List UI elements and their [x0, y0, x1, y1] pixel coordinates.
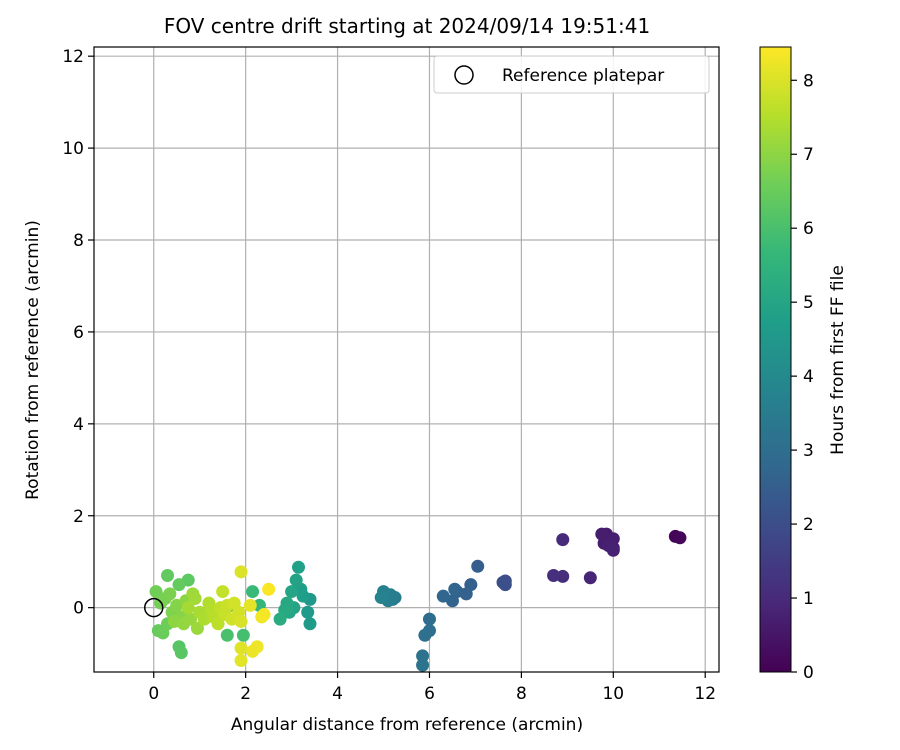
data-point: [220, 628, 234, 642]
data-point: [416, 658, 430, 672]
y-tick-label: 12: [62, 47, 84, 67]
data-point: [292, 560, 306, 574]
reference-point-icon: [143, 597, 164, 618]
data-point: [301, 605, 315, 619]
data-point: [234, 641, 248, 655]
data-point: [161, 568, 175, 582]
reference-marker: [143, 597, 164, 618]
data-point: [285, 585, 299, 599]
data-point: [422, 612, 436, 626]
data-point: [250, 640, 264, 654]
x-tick-label: 10: [602, 684, 624, 704]
colorbar-tick-label: 4: [803, 367, 814, 387]
data-point: [243, 598, 257, 612]
data-point: [448, 582, 462, 596]
colorbar-tick-label: 6: [803, 219, 814, 239]
data-point: [547, 568, 561, 582]
x-axis-ticks: 0 2 4 6 8 10 12: [148, 672, 716, 704]
plot-frame: [93, 46, 720, 673]
y-axis-label: Rotation from reference (arcmin): [23, 220, 43, 500]
y-tick-label: 6: [73, 323, 84, 343]
data-point: [172, 578, 186, 592]
data-point: [234, 654, 248, 668]
chart-title: FOV centre drift starting at 2024/09/14 …: [164, 14, 650, 38]
data-point: [234, 565, 248, 579]
colorbar-tick-label: 2: [803, 515, 814, 535]
data-point: [374, 591, 388, 605]
colorbar-tick-label: 8: [803, 71, 814, 91]
data-point: [471, 559, 485, 573]
legend-marker-icon: [454, 65, 474, 85]
colorbar-tick-label: 0: [803, 663, 814, 683]
x-tick-label: 4: [332, 684, 343, 704]
data-point: [216, 585, 230, 599]
data-point: [181, 601, 195, 615]
y-tick-label: 10: [62, 139, 84, 159]
data-point: [236, 628, 250, 642]
data-point: [246, 585, 260, 599]
y-tick-label: 2: [73, 507, 84, 527]
colorbar-tick-label: 5: [803, 293, 814, 313]
colorbar-tick-label: 3: [803, 441, 814, 461]
data-point: [174, 646, 188, 660]
x-axis-label: Angular distance from reference (arcmin): [231, 715, 583, 735]
colorbar-gradient: [759, 46, 792, 673]
x-tick-label: 2: [240, 684, 251, 704]
data-point: [289, 573, 303, 587]
y-tick-label: 0: [73, 599, 84, 619]
data-point: [234, 614, 248, 628]
data-point: [583, 571, 597, 585]
data-point: [498, 578, 512, 592]
data-point: [163, 587, 177, 601]
data-point: [416, 649, 430, 663]
data-point: [673, 531, 687, 545]
legend: Reference platepar: [433, 55, 710, 94]
data-point: [273, 612, 287, 626]
data-point: [211, 617, 225, 631]
data-point: [436, 589, 450, 603]
data-point: [190, 621, 204, 635]
data-point: [188, 591, 202, 605]
legend-box: [433, 55, 710, 94]
x-tick-label: 0: [148, 684, 159, 704]
y-tick-label: 8: [73, 231, 84, 251]
x-tick-label: 12: [694, 684, 716, 704]
data-point: [149, 585, 163, 599]
data-point: [418, 628, 432, 642]
x-tick-label: 8: [516, 684, 527, 704]
y-axis-ticks: 0 2 4 6 8 10 12: [62, 47, 94, 619]
legend-label: Reference platepar: [502, 66, 664, 86]
scatter-points: [149, 527, 687, 672]
colorbar: 0 1 2 3 4 5 6 7 8 Hours from first FF file: [759, 46, 848, 683]
x-tick-label: 6: [424, 684, 435, 704]
data-point: [303, 617, 317, 631]
data-point: [556, 533, 570, 547]
data-point: [184, 612, 198, 626]
colorbar-tick-label: 7: [803, 145, 814, 165]
y-tick-label: 4: [73, 415, 84, 435]
data-point: [262, 582, 276, 596]
data-point: [257, 608, 271, 622]
data-point: [606, 543, 620, 557]
colorbar-ticks: 0 1 2 3 4 5 6 7 8: [791, 71, 814, 683]
colorbar-label: Hours from first FF file: [828, 265, 848, 455]
colorbar-tick-label: 1: [803, 589, 814, 609]
